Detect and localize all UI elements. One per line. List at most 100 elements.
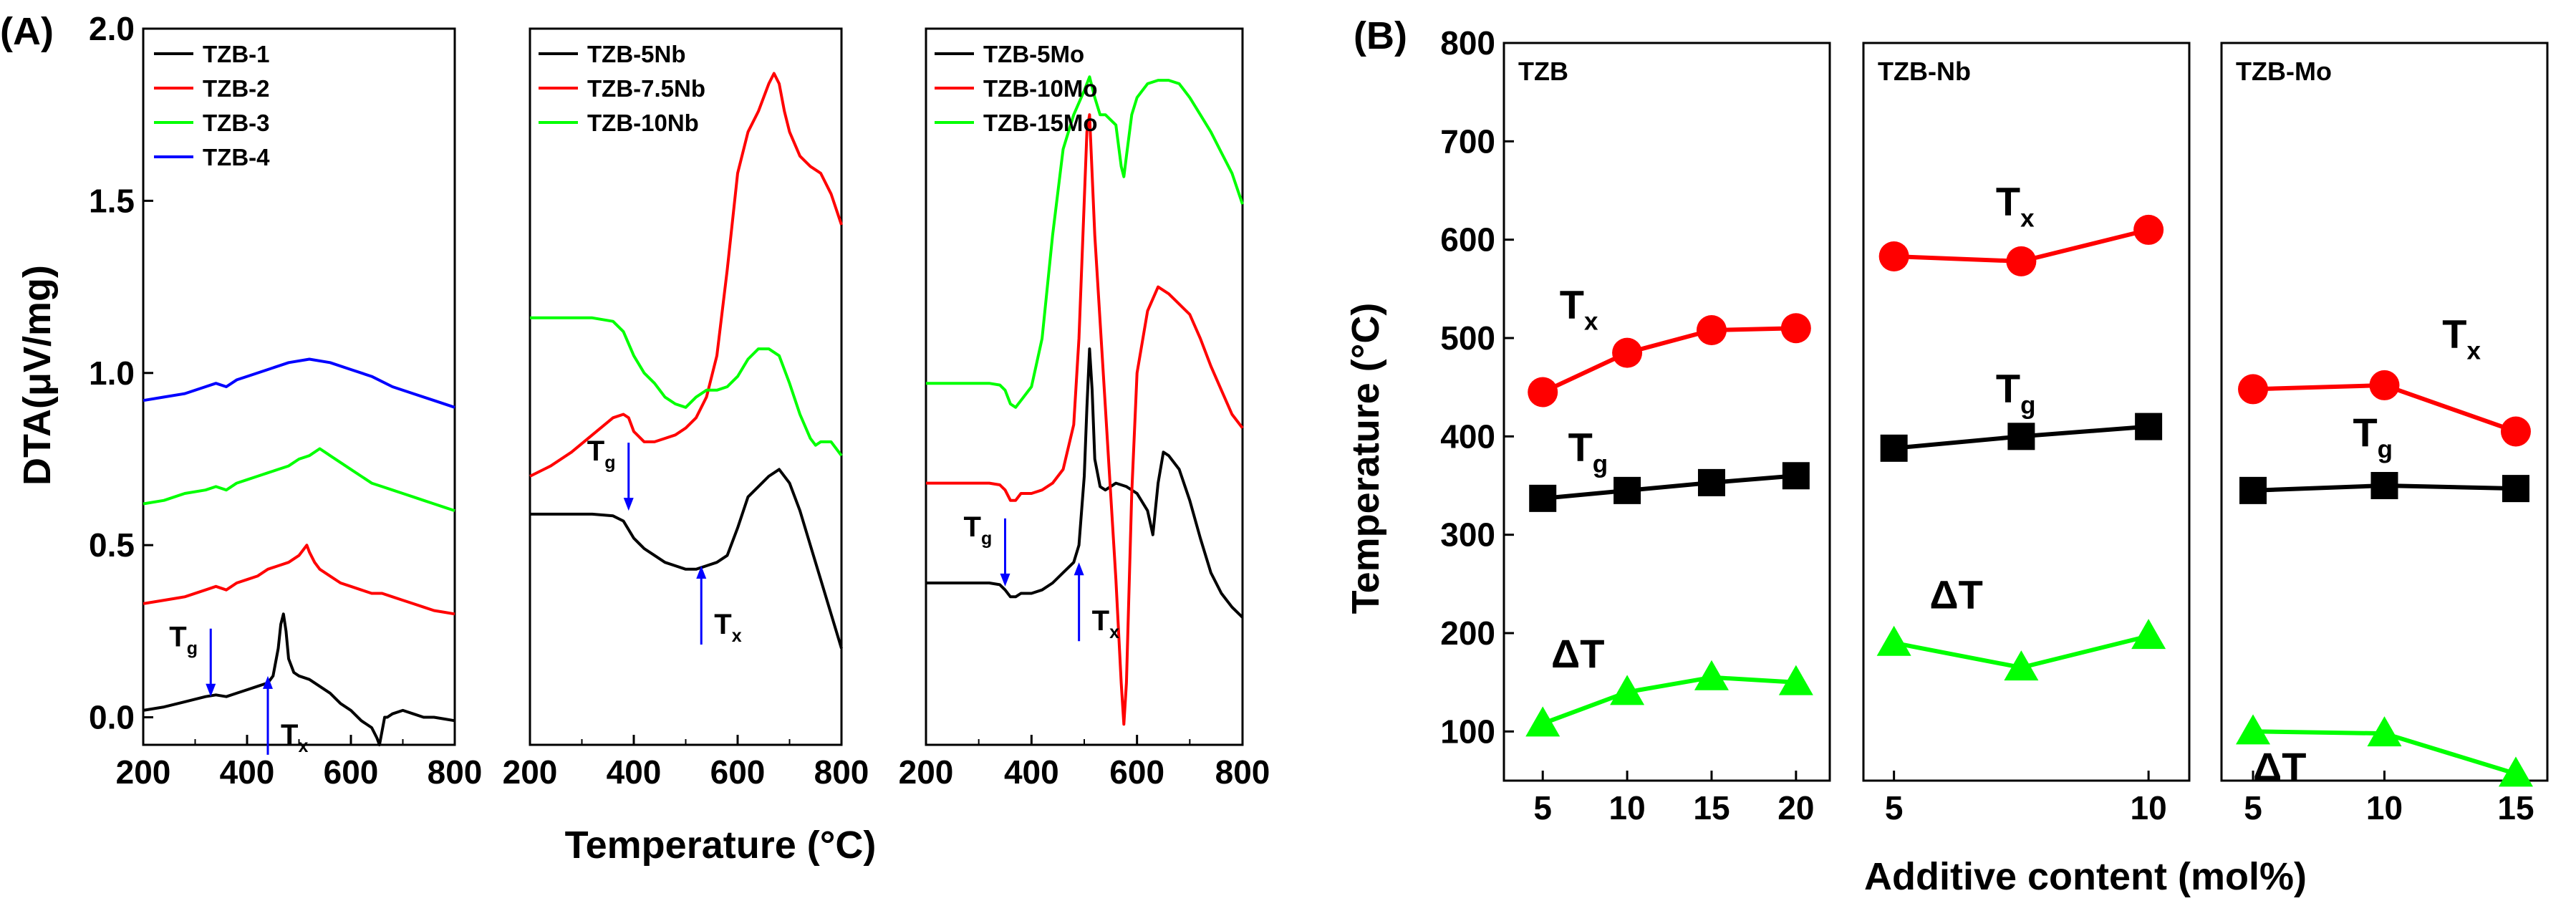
temp-tzb-y-tick-label: 600 xyxy=(1440,221,1495,259)
b-x-axis-title: Additive content (mol%) xyxy=(1864,855,2307,898)
temp-tzb-nb-series-label-Tx: Tx xyxy=(1996,178,2035,232)
temp-tzb-point-ΔT xyxy=(1778,665,1813,695)
dta-tzb-nb-tg-label: Tg xyxy=(587,435,616,473)
dta-tzb-mo-legend-label: TZB-5Mo xyxy=(983,41,1084,67)
temp-tzb-mo-point-ΔT xyxy=(2236,714,2271,745)
dta-tzb-x-tick-label: 400 xyxy=(220,753,275,791)
temp-tzb-nb-plot-frame xyxy=(1862,42,2191,782)
temp-tzb-x-tick-label: 15 xyxy=(1693,789,1730,826)
panel-label-a: (A) xyxy=(0,10,54,53)
dta-tzb-tg-label: Tg xyxy=(169,622,198,659)
dta-tzb-nb-legend-label: TZB-5Nb xyxy=(587,41,685,67)
temp-tzb-series-Tg-line xyxy=(1542,473,1797,501)
temp-tzb-mo-series-label-Tg: Tg xyxy=(2353,410,2393,463)
dta-tzb-nb-x-tick-label: 200 xyxy=(503,753,558,791)
dta-tzb-mo-x-tick-label: 800 xyxy=(1215,753,1270,791)
dta-tzb-series-TZB-4-line xyxy=(143,357,455,409)
temp-tzb-mo-point-Tg xyxy=(2370,472,2398,499)
temp-tzb-nb-point-Tg xyxy=(1880,434,1908,462)
dta-tzb-legend-label: TZB-1 xyxy=(203,41,270,67)
temp-tzb-mo-x-tick-label: 15 xyxy=(2497,789,2534,826)
dta-tzb-tx-label: Tx xyxy=(281,719,308,756)
panel-label-b: (B) xyxy=(1354,14,1407,57)
dta-tzb-x-tick-label: 200 xyxy=(116,753,171,791)
dta-tzb-nb-plot-frame xyxy=(529,27,843,746)
dta-tzb-series-TZB-3-line xyxy=(143,447,455,512)
dta-tzb-y-tick-label: 1.5 xyxy=(89,182,135,219)
temp-tzb-series-label-ΔT: ΔT xyxy=(1551,631,1604,676)
temp-tzb-y-tick-label: 100 xyxy=(1440,713,1495,750)
temp-tzb-mo-plot-frame xyxy=(2220,42,2549,782)
temp-tzb-point-Tx xyxy=(1780,313,1811,344)
temp-tzb-point-Tx xyxy=(1696,315,1727,346)
temp-tzb-x-tick-label: 10 xyxy=(1609,789,1646,826)
temp-tzb-x-tick-label: 20 xyxy=(1777,789,1814,826)
temp-tzb-point-Tx xyxy=(1612,337,1643,368)
dta-tzb-x-tick-label: 600 xyxy=(324,753,379,791)
temp-tzb-point-ΔT xyxy=(1694,660,1729,690)
dta-tzb-mo-x-tick-label: 600 xyxy=(1109,753,1164,791)
temp-tzb-point-ΔT xyxy=(1610,675,1645,705)
temp-tzb-series-label-Tx: Tx xyxy=(1560,282,1598,336)
temp-tzb-panel-name: TZB xyxy=(1518,57,1568,86)
temp-tzb-y-tick-label: 400 xyxy=(1440,418,1495,455)
dta-tzb-mo-tx-label: Tx xyxy=(1092,605,1119,642)
dta-tzb-mo-tx-arrow-head xyxy=(1074,562,1084,576)
dta-tzb-nb-chart: 200 400 600 800 TZB-5Nb TZB-7.5Nb TZB-10Nb Tg Tx xyxy=(503,27,869,791)
temp-tzb-point-Tx xyxy=(1528,377,1558,408)
temp-tzb-mo-point-Tx xyxy=(2238,374,2269,405)
dta-tzb-mo-series-TZB-5Mo-line xyxy=(926,347,1244,619)
dta-tzb-nb-tx-label: Tx xyxy=(714,609,741,646)
dta-tzb-y-tick-label: 1.0 xyxy=(89,355,135,392)
temp-tzb-y-tick-label: 200 xyxy=(1440,614,1495,652)
temp-tzb-y-tick-label: 300 xyxy=(1440,516,1495,554)
dta-tzb-series-TZB-2-line xyxy=(143,544,455,616)
dta-tzb-y-tick-label: 2.0 xyxy=(89,10,135,47)
temp-tzb-nb-x-tick-label: 5 xyxy=(1885,789,1904,826)
temp-tzb-nb-x-tick-label: 10 xyxy=(2131,789,2167,826)
temp-tzb-mo-point-Tg xyxy=(2502,475,2529,503)
temp-tzb-mo-point-Tg xyxy=(2239,476,2267,504)
temp-tzb-y-tick-label: 800 xyxy=(1440,24,1495,62)
dta-tzb-mo-series-TZB-10Mo-line xyxy=(926,113,1244,726)
temp-tzb-mo-point-ΔT xyxy=(2498,756,2533,787)
dta-tzb-nb-x-tick-label: 800 xyxy=(814,753,869,791)
dta-tzb-mo-x-tick-label: 400 xyxy=(1004,753,1059,791)
temp-tzb-point-Tg xyxy=(1697,468,1725,496)
dta-tzb-legend-label: TZB-3 xyxy=(203,110,270,136)
dta-tzb-nb-x-tick-label: 400 xyxy=(607,753,662,791)
dta-tzb-legend-label: TZB-2 xyxy=(203,75,270,102)
temp-tzb-point-ΔT xyxy=(1525,706,1560,737)
dta-tzb-tg-arrow-head xyxy=(206,683,216,697)
temp-tzb-nb-point-ΔT xyxy=(2004,650,2039,681)
temp-tzb-chart: 5 10 15 20 100 200 300 400 500 600 700 800 TZB Tx Tg ΔT xyxy=(1440,24,1831,826)
dta-tzb-chart: 200 400 600 800 0.0 0.5 1.0 1.5 2.0 TZB-1 TZB-2 TZB… xyxy=(89,10,482,791)
dta-tzb-mo-tg-arrow-head xyxy=(1000,573,1010,587)
dta-tzb-mo-legend-label: TZB-15Mo xyxy=(983,110,1098,136)
temp-tzb-nb-point-Tx xyxy=(2006,246,2037,276)
dta-tzb-mo-x-tick-label: 200 xyxy=(899,753,954,791)
dta-tzb-nb-series-TZB-7.5Nb-line xyxy=(529,72,843,478)
temp-tzb-mo-point-Tx xyxy=(2500,416,2531,447)
temp-tzb-nb-panel-name: TZB-Nb xyxy=(1878,57,1971,86)
temp-tzb-point-Tg xyxy=(1529,484,1557,512)
dta-tzb-nb-series-TZB-10Nb-line xyxy=(530,316,843,457)
temp-tzb-series-label-Tg: Tg xyxy=(1568,425,1608,478)
temp-tzb-nb-series-label-Tg: Tg xyxy=(1996,365,2036,419)
temp-tzb-nb-point-ΔT xyxy=(1876,625,1911,656)
temp-tzb-mo-x-tick-label: 10 xyxy=(2366,789,2403,826)
temp-tzb-plot-frame xyxy=(1502,42,1831,782)
a-x-axis-title: Temperature (°C) xyxy=(565,824,877,867)
dta-tzb-y-tick-label: 0.0 xyxy=(89,699,135,736)
dta-tzb-x-tick-label: 800 xyxy=(428,753,483,791)
dta-tzb-nb-series-TZB-5Nb-line xyxy=(530,468,843,649)
temp-tzb-nb-point-Tg xyxy=(2135,413,2163,440)
temp-tzb-nb-point-Tx xyxy=(1878,241,1909,272)
dta-tzb-mo-chart: 200 400 600 800 TZB-5Mo TZB-10Mo TZB-15Mo Tg Tx xyxy=(899,27,1270,791)
dta-tzb-tx-arrow-head xyxy=(263,675,273,689)
dta-tzb-y-tick-label: 0.5 xyxy=(89,526,135,564)
temp-tzb-mo-panel-name: TZB-Mo xyxy=(2236,57,2332,86)
temp-tzb-nb-series-label-ΔT: ΔT xyxy=(1929,572,1982,617)
temp-tzb-series-Tx-line xyxy=(1541,326,1796,395)
temp-tzb-mo-series-label-Tx: Tx xyxy=(2442,312,2481,365)
